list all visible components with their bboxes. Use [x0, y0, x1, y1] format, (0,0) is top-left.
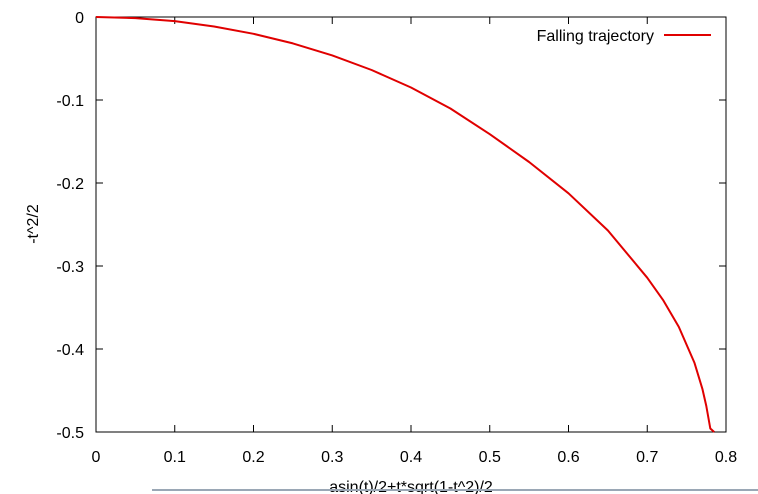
x-tick-label: 0.2 — [242, 449, 264, 466]
plot-frame — [95, 16, 727, 433]
y-tick-label: -0.1 — [56, 93, 84, 110]
y-tick-label: -0.4 — [56, 342, 84, 359]
x-tick-label: 0.3 — [321, 449, 343, 466]
x-axis-ticks: 0 0.1 0.2 0.3 0.4 0.5 0.6 0.7 0.8 — [92, 17, 737, 466]
bottom-divider — [152, 489, 758, 491]
x-tick-label: 0.8 — [715, 449, 737, 466]
y-tick-label: -0.2 — [56, 176, 84, 193]
x-tick-label: 0.4 — [400, 449, 422, 466]
series-layer — [95, 16, 715, 433]
legend: Falling trajectory — [537, 28, 711, 45]
y-axis-title: -t^2/2 — [25, 204, 42, 244]
y-tick-label: -0.5 — [56, 425, 84, 442]
x-tick-label: 0.5 — [479, 449, 501, 466]
x-tick-label: 0 — [92, 449, 101, 466]
x-axis-title: asin(t)/2+t*sqrt(1-t^2)/2 — [329, 479, 493, 494]
y-axis-ticks: 0 -0.1 -0.2 -0.3 -0.4 -0.5 — [56, 10, 726, 442]
series-line — [95, 16, 715, 433]
x-tick-label: 0.6 — [557, 449, 579, 466]
y-tick-label: -0.3 — [56, 259, 84, 276]
x-tick-label: 0.7 — [636, 449, 658, 466]
x-tick-label: 0.1 — [164, 449, 186, 466]
y-tick-label: 0 — [75, 10, 84, 27]
legend-label: Falling trajectory — [537, 28, 654, 45]
